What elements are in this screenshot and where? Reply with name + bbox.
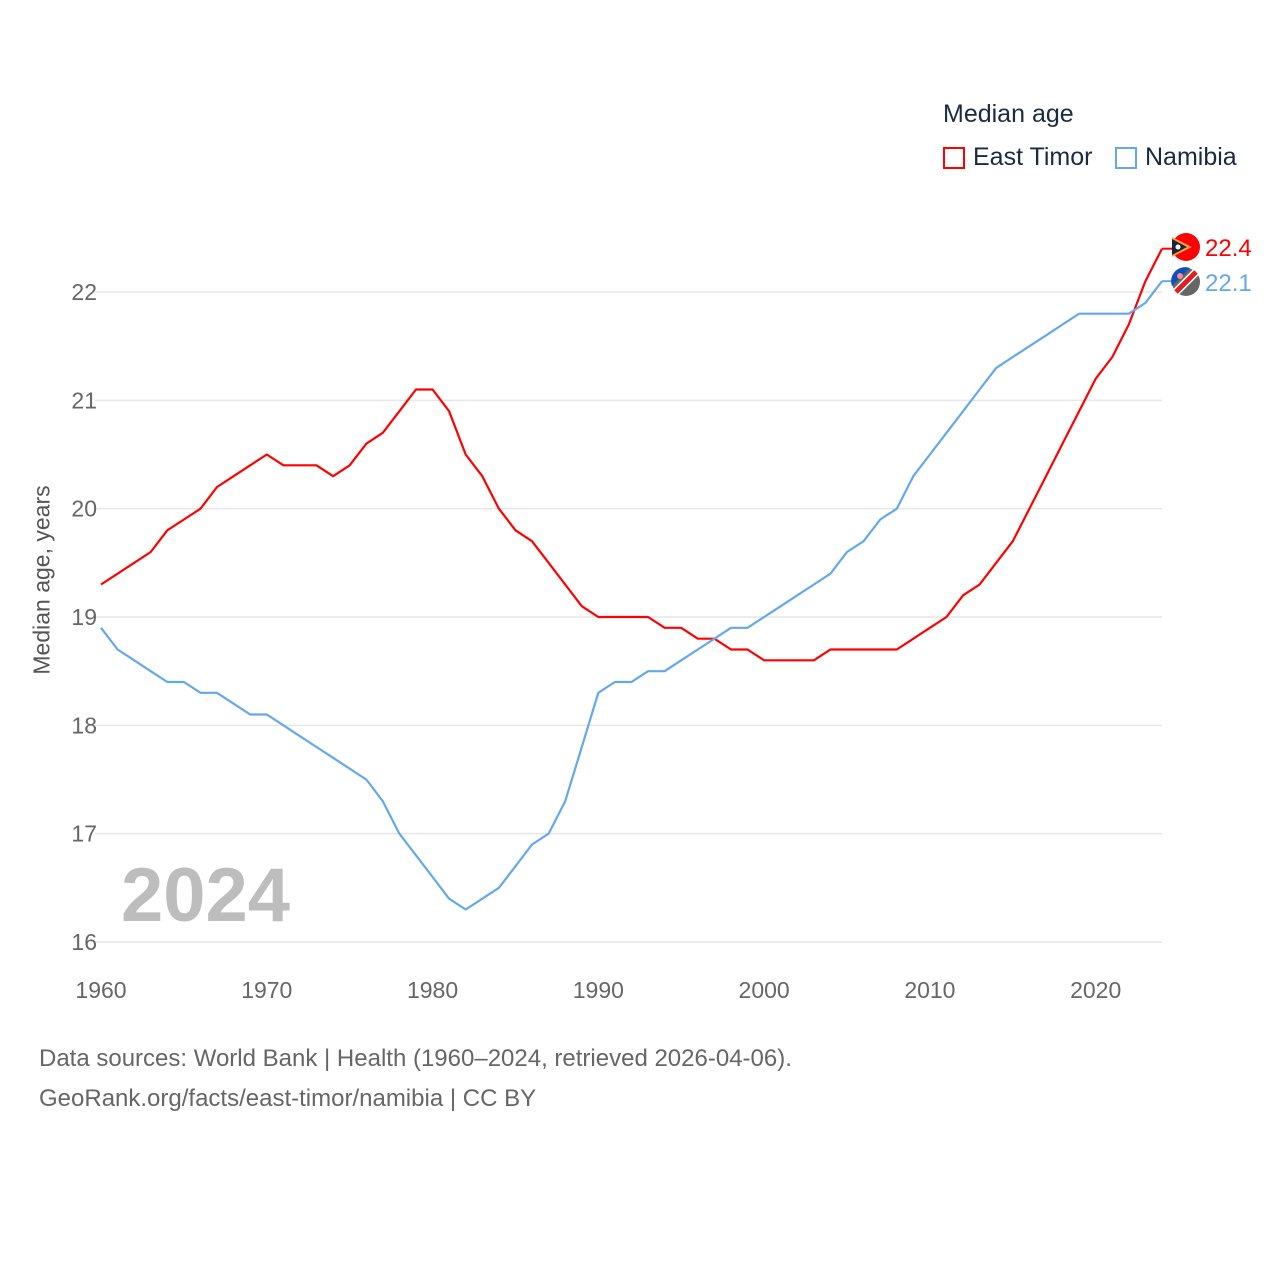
- x-tick-label: 1960: [75, 977, 126, 1003]
- attribution-link[interactable]: GeoRank.org/facts/east-timor/namibia | C…: [39, 1085, 537, 1112]
- data-source-text: Data sources: World Bank | Health (1960–…: [39, 1045, 792, 1072]
- legend-item-namibia[interactable]: Namibia: [1115, 143, 1237, 172]
- series-line-east-timor: [100, 248, 1163, 662]
- current-year-label: 2024: [121, 853, 291, 938]
- x-tick-label: 1970: [241, 977, 292, 1003]
- y-tick-label: 17: [71, 821, 97, 847]
- y-axis-label: Median age, years: [28, 485, 55, 675]
- flag-red-band: [1174, 270, 1198, 294]
- end-value-label: 22.1: [1205, 270, 1252, 297]
- x-tick-label: 2020: [1070, 977, 1121, 1003]
- legend-label: East Timor: [973, 143, 1093, 171]
- legend-item-east-timor[interactable]: East Timor: [943, 143, 1092, 172]
- y-tick-label: 21: [71, 387, 97, 413]
- legend-label: Namibia: [1145, 143, 1237, 171]
- x-tick-label: 1990: [573, 977, 624, 1003]
- flag-star: [1175, 244, 1181, 250]
- y-tick-label: 19: [71, 604, 97, 630]
- y-tick-label: 16: [71, 929, 97, 955]
- flag-sun: [1177, 273, 1183, 279]
- y-tick-label: 22: [71, 279, 97, 305]
- x-tick-label: 2000: [739, 977, 790, 1003]
- x-tick-label: 1980: [407, 977, 458, 1003]
- legend-swatch-east-timor: [943, 146, 965, 169]
- y-tick-label: 20: [71, 496, 97, 522]
- legend-swatch-namibia: [1115, 146, 1137, 169]
- legend-title: Median age: [943, 100, 1074, 128]
- end-value-label: 22.4: [1205, 235, 1252, 262]
- series-line-namibia: [100, 280, 1163, 911]
- x-tick-label: 2010: [904, 977, 955, 1003]
- y-tick-label: 18: [71, 712, 97, 738]
